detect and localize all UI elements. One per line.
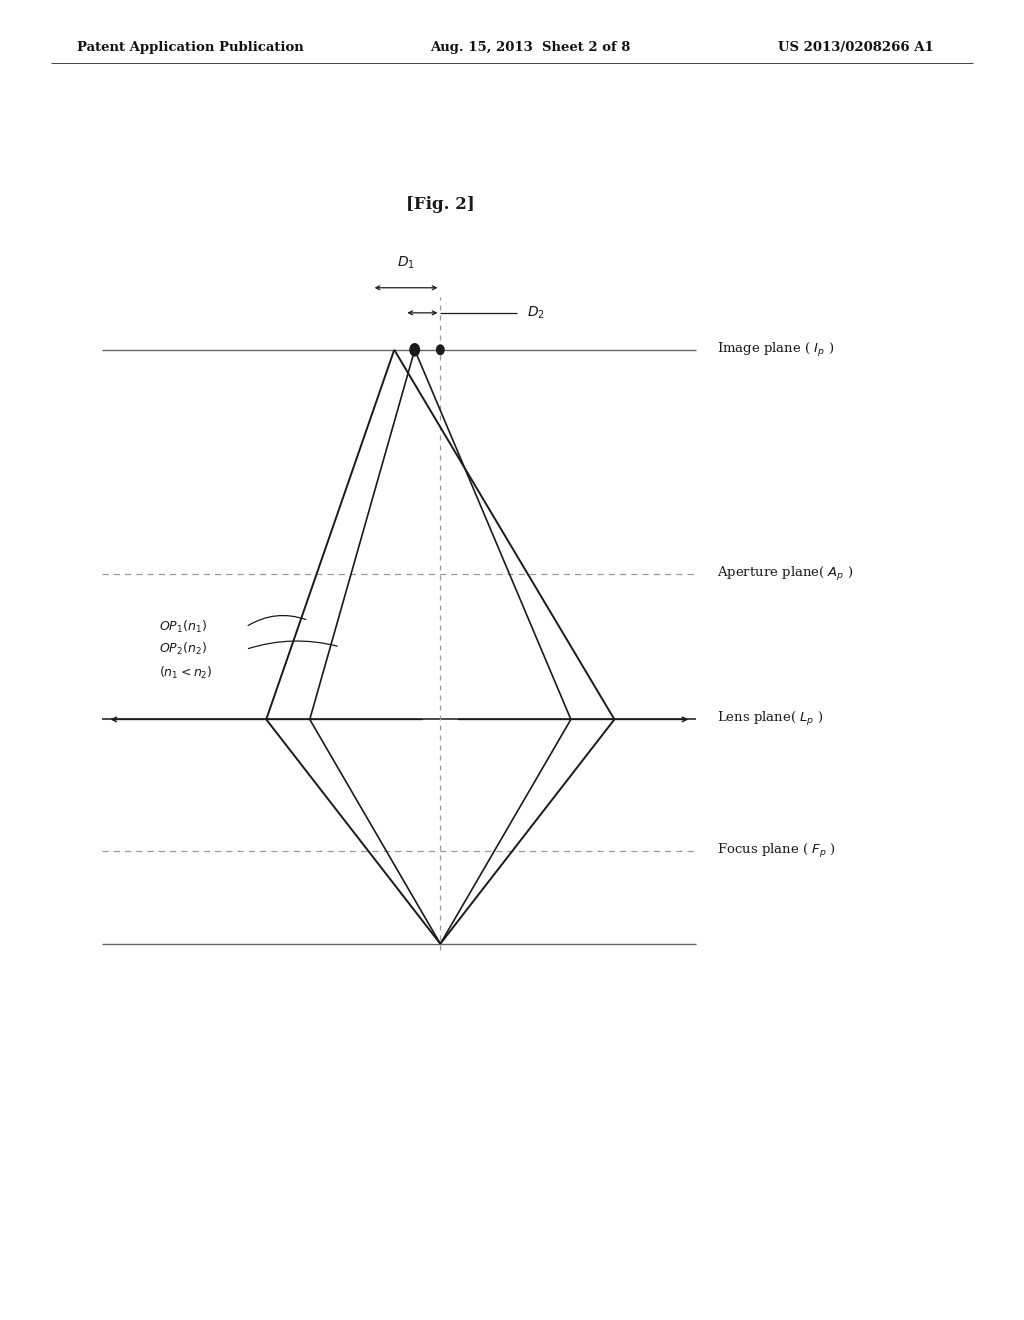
- Text: $OP_1(n_1)$: $OP_1(n_1)$: [159, 619, 207, 635]
- Text: Lens plane( $L_p$ ): Lens plane( $L_p$ ): [717, 710, 823, 729]
- Text: Patent Application Publication: Patent Application Publication: [77, 41, 303, 54]
- Circle shape: [436, 346, 444, 355]
- Circle shape: [410, 345, 420, 356]
- Text: $D_2$: $D_2$: [527, 305, 545, 321]
- Text: $OP_2(n_2)$: $OP_2(n_2)$: [159, 642, 207, 657]
- Text: [Fig. 2]: [Fig. 2]: [406, 197, 475, 213]
- Text: Aug. 15, 2013  Sheet 2 of 8: Aug. 15, 2013 Sheet 2 of 8: [430, 41, 631, 54]
- Text: US 2013/0208266 A1: US 2013/0208266 A1: [778, 41, 934, 54]
- Text: Image plane ( $I_p$ ): Image plane ( $I_p$ ): [717, 341, 835, 359]
- Text: $D_1$: $D_1$: [397, 255, 415, 271]
- Text: $(n_1 < n_2)$: $(n_1 < n_2)$: [159, 665, 212, 681]
- Text: Focus plane ( $F_p$ ): Focus plane ( $F_p$ ): [717, 842, 836, 861]
- Text: Aperture plane( $A_p$ ): Aperture plane( $A_p$ ): [717, 565, 853, 583]
